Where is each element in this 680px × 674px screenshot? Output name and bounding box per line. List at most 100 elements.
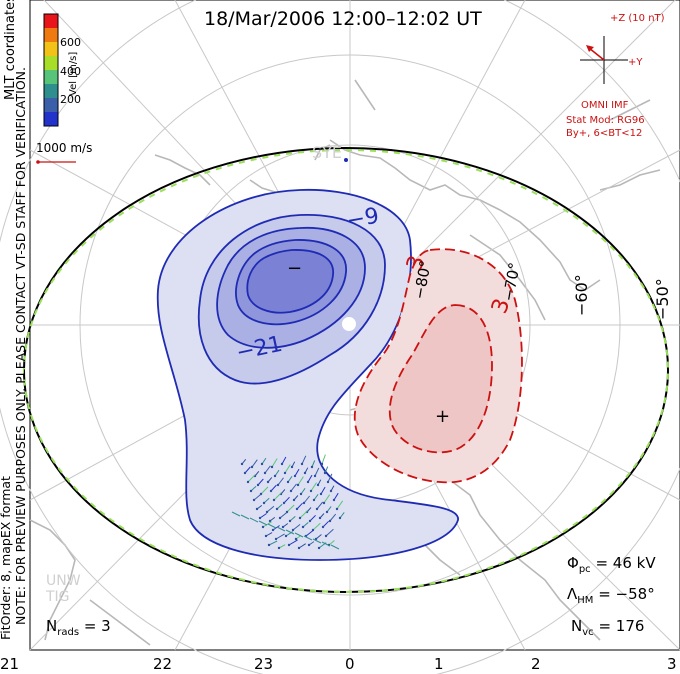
velocity-vector <box>279 511 288 519</box>
positive-contour-inner <box>388 304 493 454</box>
velocity-vector <box>316 501 324 510</box>
velocity-vector <box>270 484 277 492</box>
stat-n-rads: Nrads = 3 <box>46 619 111 638</box>
velocity-vector-origin <box>249 489 253 493</box>
velocity-vector-origin <box>310 465 314 469</box>
velocity-vector-origin <box>255 507 259 511</box>
vector-scale-dot <box>36 160 40 164</box>
velocity-vector <box>272 525 280 531</box>
imf-z-label: +Z (10 nT) <box>610 13 665 24</box>
velocity-vector <box>271 458 278 468</box>
velocity-vector <box>264 465 271 474</box>
velocity-vector-origin <box>261 525 265 529</box>
velocity-vector-origin <box>316 483 320 487</box>
velocity-vector-origin <box>299 492 303 496</box>
velocity-vector <box>321 454 326 465</box>
velocity-vector <box>299 510 308 519</box>
velocity-vector-origin <box>335 507 339 511</box>
velocity-vector <box>249 517 259 523</box>
velocity-vector <box>329 513 337 522</box>
velocity-vector-origin <box>296 483 300 487</box>
velocity-vector-origin <box>258 516 262 520</box>
velocity-vector-origin <box>322 501 326 505</box>
velocity-vector <box>336 500 344 510</box>
velocity-vector-origin <box>308 519 312 523</box>
velocity-vector <box>244 466 251 474</box>
velocity-vector-origin <box>319 492 323 496</box>
velocity-vector-origin <box>326 480 330 484</box>
velocity-vector-origin <box>300 462 304 466</box>
velocity-vector <box>294 532 304 538</box>
velocity-vector <box>275 533 285 540</box>
side-note-line2: FitOrder: 8, mapEX format <box>0 476 13 640</box>
velocity-vector-origin <box>303 471 307 475</box>
station-marker <box>344 158 348 162</box>
stat-nrads-sub: rads <box>57 627 80 638</box>
velocity-vector-origin <box>317 546 321 550</box>
velocity-vector-origin <box>267 543 271 547</box>
stat-lambda-value: = −58° <box>598 585 655 603</box>
stat-mod-line2: By+, 6<BT<12 <box>566 128 643 139</box>
velocity-vector-origin <box>281 525 285 529</box>
velocity-vector <box>320 486 326 495</box>
velocity-vector <box>262 521 272 528</box>
velocity-vector-origin <box>263 471 267 475</box>
velocity-vector <box>298 543 306 549</box>
velocity-vector-origin <box>268 519 272 523</box>
velocity-vector <box>310 482 317 492</box>
velocity-vector-origin <box>298 516 302 520</box>
velocity-vector-origin <box>240 462 244 466</box>
velocity-vector-origin <box>291 528 295 532</box>
velocity-vector-origin <box>297 546 301 550</box>
velocity-vector <box>294 468 300 477</box>
velocity-vector-origin <box>280 462 284 466</box>
velocity-vector <box>253 493 262 501</box>
velocity-vector-origin <box>314 537 318 541</box>
velocity-vector <box>290 483 297 492</box>
velocity-vector-origin <box>282 501 286 505</box>
velocity-vector-origin <box>315 507 319 511</box>
velocity-vector-origin <box>332 498 336 502</box>
velocity-vector <box>231 511 241 517</box>
velocity-vector <box>309 514 316 522</box>
velocity-vector <box>281 456 287 465</box>
velocity-vector-origin <box>302 501 306 505</box>
stat-nvc-sub: vc <box>582 627 594 638</box>
velocity-vector-origin <box>252 498 256 502</box>
velocity-vector-origin <box>306 480 310 484</box>
velocity-vector-origin <box>325 510 329 514</box>
velocity-vector-origin <box>320 462 324 466</box>
mlt-label-22: 22 <box>153 655 173 673</box>
velocity-vector <box>286 504 295 513</box>
velocity-vector-origin <box>278 516 282 520</box>
velocity-vector-origin <box>290 465 294 469</box>
mlt-label-23: 23 <box>254 655 274 673</box>
positive-potential-cell <box>353 248 523 484</box>
stat-nvc-symbol: N <box>571 617 583 635</box>
velocity-vector <box>321 541 331 547</box>
velocity-vector <box>323 494 331 504</box>
velocity-vector-origin <box>283 471 287 475</box>
velocity-vector-origin <box>309 489 313 493</box>
velocity-vector <box>325 528 334 537</box>
velocity-vector <box>327 473 333 483</box>
velocity-vector-origin <box>328 519 332 523</box>
colorbar-swatch <box>44 84 58 98</box>
velocity-vector-origin <box>284 534 288 538</box>
colorbar-swatch <box>44 98 58 112</box>
velocity-vector <box>283 496 290 504</box>
velocity-vector-origin <box>287 543 291 547</box>
velocity-vector-origin <box>324 534 328 538</box>
velocity-vector-origin <box>277 546 281 550</box>
colorbar-tick-400: 400 <box>60 65 81 78</box>
velocity-vector-origin <box>313 474 317 478</box>
velocity-vector-origin <box>273 474 277 478</box>
velocity-vector-origin <box>289 489 293 493</box>
velocity-vector <box>257 478 264 486</box>
stat-phi-symbol: Φ <box>567 554 579 572</box>
stat-phi-sub: pc <box>578 564 591 575</box>
velocity-vector <box>273 492 282 501</box>
velocity-vector <box>284 464 291 474</box>
imf-source-label: OMNI IMF <box>581 100 629 111</box>
velocity-vector-origin <box>276 483 280 487</box>
